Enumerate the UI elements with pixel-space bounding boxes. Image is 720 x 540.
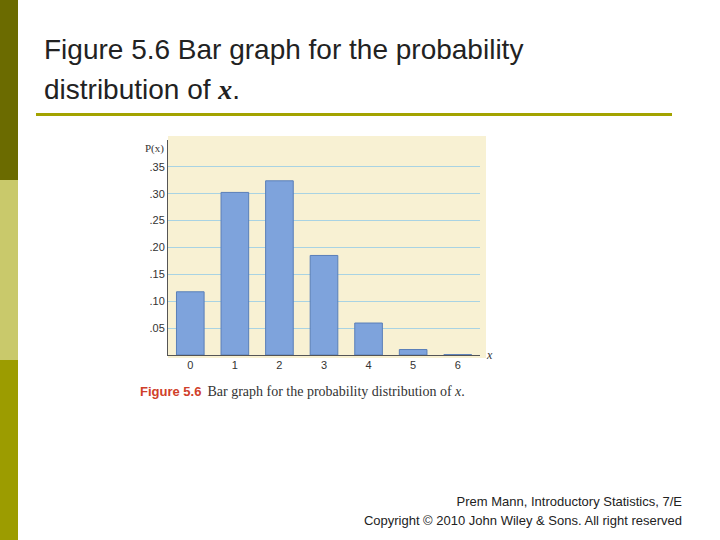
svg-text:4: 4 [366, 359, 372, 371]
svg-text:3: 3 [321, 359, 327, 371]
html-text:Prem Mann, Introductory Statis: Prem Mann, Introductory Statistics, 7/E [456, 494, 682, 509]
svg-text:x: x [486, 348, 493, 362]
svg-text:.25: .25 [150, 214, 165, 226]
svg-text:1: 1 [232, 359, 238, 371]
svg-text:0: 0 [187, 359, 193, 371]
html-text:Copyright © 2010 John Wiley &: Copyright © 2010 John Wiley & Sons. All … [363, 513, 682, 528]
svg-text:.20: .20 [150, 241, 165, 253]
svg-text:.15: .15 [150, 268, 165, 280]
svg-text:.35: .35 [150, 161, 165, 173]
svg-text:5: 5 [410, 359, 416, 371]
html-text:Figure 5.6 Bar graph for the p: Figure 5.6 Bar graph for the probability… [44, 34, 524, 105]
svg-text:P(x): P(x) [145, 142, 164, 155]
html-text:Figure 5.6 Bar graph for the p: Figure 5.6 Bar graph for the probability… [140, 384, 465, 399]
svg-text:6: 6 [455, 359, 461, 371]
svg-text:.05: .05 [150, 322, 165, 334]
svg-text:.30: .30 [150, 188, 165, 200]
svg-text:2: 2 [276, 359, 282, 371]
svg-text:.10: .10 [150, 295, 165, 307]
